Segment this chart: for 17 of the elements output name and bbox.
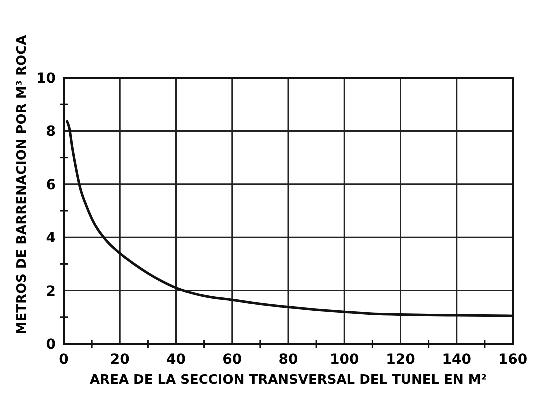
y-tick-label: 2 [46,284,56,300]
x-tick-label: 80 [278,352,298,368]
x-tick-label: 120 [386,352,416,368]
x-tick-label: 160 [498,352,528,368]
x-tick-label: 20 [110,352,130,368]
y-tick-label: 8 [46,124,56,140]
x-tick-label: 0 [59,352,70,368]
y-tick-label: 0 [46,337,56,353]
x-tick-label: 40 [166,352,186,368]
x-tick-label: 100 [330,352,360,368]
y-axis-title: METROS DE BARRENACION POR M³ ROCA [15,35,30,335]
y-tick-label: 4 [46,230,56,247]
y-tick-label: 10 [36,71,56,87]
x-tick-label: 60 [222,352,242,368]
x-axis-title: AREA DE LA SECCION TRANSVERSAL DEL TUNEL EN M² [90,373,487,388]
y-tick-label: 6 [46,177,56,194]
x-tick-label: 140 [442,352,472,368]
